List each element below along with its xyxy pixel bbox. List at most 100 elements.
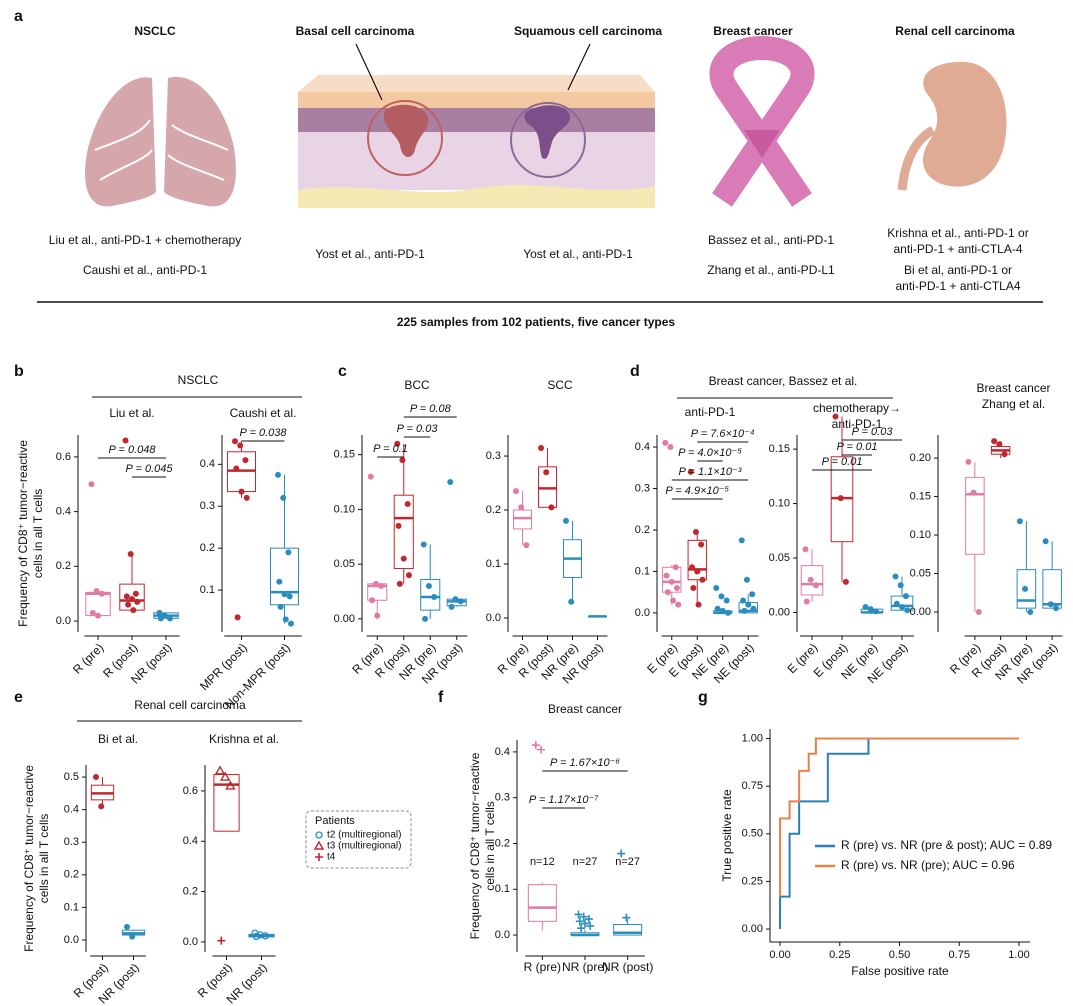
data-point xyxy=(568,598,575,605)
y-tick-label: 0.20 xyxy=(910,452,931,464)
y-axis-label: cells in all T cells xyxy=(483,801,497,891)
p-value: P = 4.9×10⁻⁵ xyxy=(665,485,729,497)
study: Caushi et al., anti-PD-1 xyxy=(83,263,207,277)
data-point xyxy=(217,936,226,945)
study: Zhang et al., anti-PD-L1 xyxy=(707,263,835,277)
p-value: P = 0.03 xyxy=(852,426,894,438)
p-value: P = 0.045 xyxy=(126,463,174,475)
y-tick-label: 0.4 xyxy=(635,441,650,453)
p-value: P = 0.03 xyxy=(397,423,439,435)
data-point xyxy=(694,568,701,575)
ribbon-illustration xyxy=(709,35,815,207)
chart-title: chemotherapy→ xyxy=(813,401,901,415)
data-point xyxy=(242,457,249,464)
data-point xyxy=(991,438,998,445)
data-point xyxy=(243,494,250,501)
legend-box xyxy=(305,810,412,869)
data-point xyxy=(277,603,284,610)
data-point xyxy=(448,603,455,610)
data-point xyxy=(537,745,546,754)
y-tick-label: 0.1 xyxy=(200,584,215,596)
data-point xyxy=(724,609,731,616)
data-point xyxy=(123,593,130,600)
data-point xyxy=(807,576,814,583)
data-point xyxy=(718,593,725,600)
data-point xyxy=(288,620,294,627)
data-point xyxy=(663,572,670,579)
chart-title: SCC xyxy=(547,378,573,392)
x-tick-label: 1.00 xyxy=(1008,949,1029,961)
data-point xyxy=(261,932,270,940)
study: Bassez et al., anti-PD-1 xyxy=(708,233,834,247)
data-point xyxy=(904,607,911,614)
box xyxy=(393,494,414,570)
data-point xyxy=(396,580,403,587)
data-point xyxy=(719,607,726,614)
y-tick-label: 0.4 xyxy=(56,506,71,518)
chart-title: BCC xyxy=(404,378,430,392)
y-tick-label: 0.0 xyxy=(635,607,650,619)
panel-label: g xyxy=(698,689,708,706)
chart-title: Krishna et al. xyxy=(209,732,279,746)
data-point xyxy=(802,546,809,553)
y-tick-label: 0.15 xyxy=(910,490,931,502)
y-tick-label: 0.2 xyxy=(64,869,79,881)
y-tick-label: 0.10 xyxy=(769,497,790,509)
data-point xyxy=(275,471,281,478)
data-point xyxy=(405,572,412,579)
study: Liu et al., anti-PD-1 + chemotherapy xyxy=(49,233,241,247)
legend-title: Patients xyxy=(315,815,355,827)
data-point xyxy=(667,444,674,451)
data-point xyxy=(281,591,288,598)
data-point xyxy=(93,774,99,781)
data-point xyxy=(1047,601,1054,608)
y-tick-label: 1.00 xyxy=(742,732,763,744)
y-tick-label: 0.4 xyxy=(64,804,79,816)
data-point xyxy=(714,605,721,612)
data-point xyxy=(282,616,289,623)
data-point xyxy=(862,603,869,610)
y-tick-label: 0.0 xyxy=(495,929,510,941)
box xyxy=(800,565,824,596)
data-point xyxy=(518,504,525,511)
x-tick-label: 0.50 xyxy=(889,949,910,961)
summary: 225 samples from 102 patients, five canc… xyxy=(397,315,675,329)
data-point xyxy=(695,601,702,608)
data-point xyxy=(132,590,139,597)
y-tick-label: 0.2 xyxy=(635,524,650,536)
y-tick-label: 0.1 xyxy=(635,565,650,577)
data-point xyxy=(422,615,429,622)
data-point xyxy=(538,444,544,451)
legend-label: R (pre) vs. NR (pre & post); AUC = 0.89 xyxy=(841,838,1052,852)
data-point xyxy=(586,921,595,930)
y-axis-label: cells in all T cells xyxy=(31,489,45,579)
data-point xyxy=(234,614,241,621)
data-point xyxy=(713,585,720,592)
data-point xyxy=(378,583,385,590)
p-value: P = 0.01 xyxy=(837,441,878,453)
data-point xyxy=(88,481,95,488)
y-axis-label: Frequency of CD8⁺ tumor−reactive xyxy=(468,752,482,939)
data-point xyxy=(98,803,105,810)
data-point xyxy=(166,615,173,622)
data-point xyxy=(837,495,844,502)
p-value: P = 0.01 xyxy=(822,456,863,468)
data-point xyxy=(252,932,260,941)
data-point xyxy=(285,549,292,556)
data-point xyxy=(548,504,555,511)
data-point xyxy=(531,741,540,750)
data-point xyxy=(1042,538,1049,545)
data-point xyxy=(372,580,379,587)
y-tick-label: 0.3 xyxy=(495,792,510,804)
data-point xyxy=(219,771,231,781)
n-label: n=27 xyxy=(573,856,598,868)
data-point xyxy=(872,608,879,615)
roc-curve xyxy=(779,737,1020,897)
data-point xyxy=(738,537,745,544)
x-tick-label: R (pre) xyxy=(524,960,561,974)
data-point xyxy=(622,913,631,922)
panel-label: f xyxy=(438,689,444,706)
x-axis-label: False positive rate xyxy=(851,964,949,978)
data-point xyxy=(431,593,438,600)
data-point xyxy=(232,438,238,445)
